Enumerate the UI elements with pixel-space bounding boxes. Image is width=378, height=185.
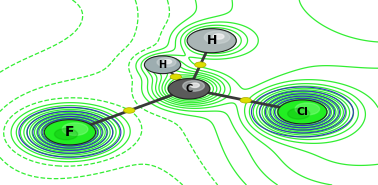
Circle shape [295, 103, 320, 115]
Circle shape [288, 108, 310, 119]
Circle shape [190, 83, 200, 88]
Circle shape [44, 120, 96, 145]
Circle shape [204, 31, 230, 44]
Circle shape [144, 56, 181, 74]
Circle shape [168, 79, 210, 99]
Circle shape [157, 58, 176, 67]
Circle shape [187, 29, 236, 53]
Text: F: F [65, 125, 75, 139]
Circle shape [195, 62, 206, 68]
Circle shape [54, 129, 77, 140]
Text: H: H [206, 34, 217, 47]
Text: Cl: Cl [296, 107, 308, 117]
Circle shape [240, 97, 251, 103]
Circle shape [124, 108, 135, 113]
Circle shape [278, 100, 327, 124]
Text: H: H [158, 60, 167, 70]
Text: C: C [185, 84, 193, 94]
Circle shape [183, 81, 204, 91]
Circle shape [213, 34, 224, 39]
Circle shape [62, 123, 88, 135]
Circle shape [170, 74, 181, 80]
Circle shape [164, 60, 172, 64]
